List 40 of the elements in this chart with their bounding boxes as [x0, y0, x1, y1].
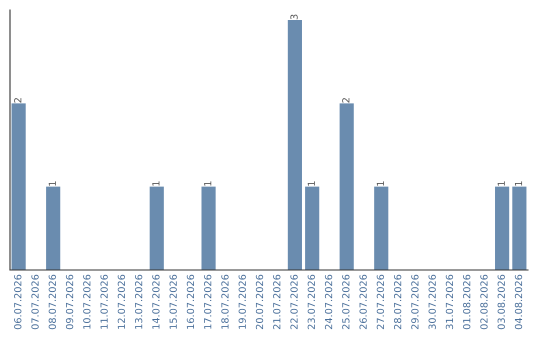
x-tick-label: 26.07.2026: [359, 274, 367, 330]
x-tick-label: 10.07.2026: [83, 274, 91, 329]
data-label: 1: [498, 181, 505, 186]
x-tick-label: 15.07.2026: [170, 274, 177, 329]
x-tick-label: 20.07.2026: [256, 274, 264, 330]
data-label: 1: [204, 181, 212, 186]
x-tick-label: 17.07.2026: [204, 274, 212, 329]
x-tick-label: 28.07.2026: [394, 274, 402, 330]
x-tick-label: 03.08.2026: [498, 274, 505, 330]
x-tick-label: 19.07.2026: [238, 274, 246, 329]
x-tick-label: 23.07.2026: [308, 274, 315, 330]
x-tick-label: 11.07.2026: [100, 274, 108, 329]
x-tick-label: 22.07.2026: [290, 274, 298, 330]
data-label: 1: [152, 181, 160, 186]
x-tick-label: 12.07.2026: [118, 274, 126, 329]
data-label: 3: [290, 14, 298, 20]
x-tick-label: 16.07.2026: [186, 274, 194, 329]
x-tick-label: 13.07.2026: [134, 274, 142, 329]
data-label: 1: [308, 181, 315, 186]
x-tick-label: 29.07.2026: [411, 274, 419, 330]
data-label: 2: [14, 98, 22, 103]
x-tick-label: 24.07.2026: [324, 274, 332, 330]
x-tick-label: 21.07.2026: [273, 274, 280, 330]
x-tick-label: 02.08.2026: [480, 274, 488, 330]
x-tick-label: 14.07.2026: [152, 274, 160, 329]
data-label: 2: [342, 98, 350, 103]
data-label: 1: [48, 181, 56, 186]
x-tick-label: 30.07.2026: [428, 274, 436, 330]
x-tick-label: 01.08.2026: [463, 274, 470, 330]
x-tick-label: 18.07.2026: [221, 274, 229, 329]
data-label: 1: [376, 181, 384, 186]
x-tick-label: 04.08.2026: [514, 274, 522, 330]
x-tick-label: 09.07.2026: [66, 274, 74, 330]
x-tick-label: 07.07.2026: [31, 274, 39, 330]
x-tick-label: 25.07.2026: [342, 274, 350, 330]
x-tick-label: 31.07.2026: [446, 274, 454, 330]
x-tick-label: 27.07.2026: [376, 274, 384, 330]
data-label: 1: [514, 181, 522, 186]
x-tick-label: 08.07.2026: [48, 274, 56, 330]
x-tick-label: 06.07.2026: [14, 274, 22, 330]
